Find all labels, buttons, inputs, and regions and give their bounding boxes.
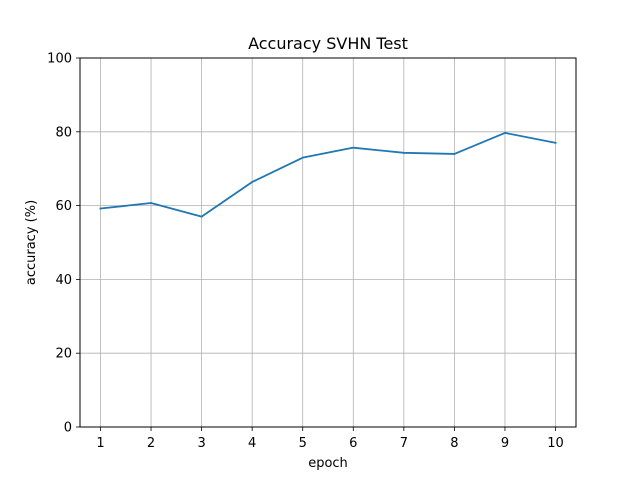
x-tick-label: 6: [349, 436, 357, 451]
y-tick-label: 60: [55, 199, 72, 214]
y-tick-label: 0: [64, 421, 72, 436]
series-layer: [99, 132, 557, 218]
data-point: [504, 132, 506, 134]
data-point: [352, 146, 355, 149]
x-tick-label: 7: [400, 436, 408, 451]
y-tick-label: 40: [55, 273, 72, 288]
series-line: [99, 132, 557, 218]
x-tick-label: 9: [501, 436, 509, 451]
y-tick-label: 20: [55, 347, 72, 362]
data-point: [200, 215, 203, 218]
x-tick-label: 3: [197, 436, 205, 451]
data-point: [453, 153, 456, 155]
x-tick-label: 8: [450, 436, 458, 451]
x-axis-ticks: 1 2 3 4 5 6 7 8 9 10: [96, 427, 564, 451]
grid: [80, 57, 576, 428]
data-point: [301, 156, 304, 159]
y-tick-label: 80: [55, 125, 72, 140]
y-axis-ticks: 0 20 40 60 80 100: [47, 52, 80, 436]
x-tick-label: 4: [248, 436, 256, 451]
x-tick-label: 5: [299, 436, 307, 451]
chart-title: Accuracy SVHN Test: [248, 34, 408, 53]
data-point: [150, 202, 152, 204]
data-point: [99, 207, 102, 210]
data-point: [402, 151, 405, 154]
data-point: [554, 141, 557, 144]
x-axis-label: epoch: [308, 456, 348, 471]
x-tick-label: 1: [96, 436, 104, 451]
data-point: [251, 181, 254, 183]
y-axis-label: accuracy (%): [24, 200, 39, 285]
x-tick-label: 2: [147, 436, 155, 451]
plot-area-frame: [79, 57, 577, 428]
y-tick-label: 100: [47, 52, 72, 67]
x-tick-label: 10: [547, 436, 564, 451]
